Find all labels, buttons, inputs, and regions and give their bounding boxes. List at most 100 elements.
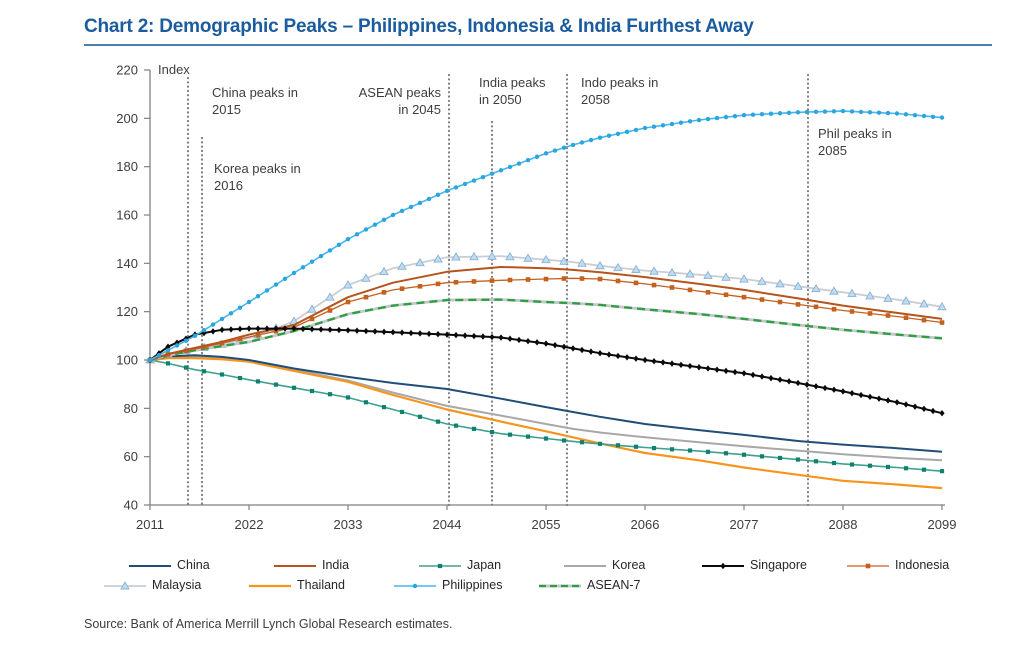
marker xyxy=(588,137,594,143)
marker xyxy=(757,276,767,285)
marker xyxy=(642,125,648,131)
marker xyxy=(939,409,945,417)
marker xyxy=(381,217,387,223)
x-tick-label-2077: 2077 xyxy=(730,517,759,532)
marker xyxy=(453,331,459,339)
marker xyxy=(847,288,857,297)
marker xyxy=(561,276,567,281)
marker xyxy=(343,280,353,289)
marker xyxy=(561,145,567,150)
marker xyxy=(831,386,837,393)
marker xyxy=(705,290,711,295)
marker xyxy=(714,115,720,121)
marker xyxy=(426,330,432,338)
marker xyxy=(865,291,875,300)
marker xyxy=(903,401,909,408)
series-line-Malaysia xyxy=(149,255,943,361)
marker xyxy=(930,114,936,119)
marker xyxy=(858,109,864,115)
marker xyxy=(399,409,405,415)
marker xyxy=(291,270,297,276)
y-tick-label: 100 xyxy=(116,353,138,368)
marker xyxy=(381,328,387,336)
marker xyxy=(273,382,279,387)
marker xyxy=(750,371,756,379)
marker xyxy=(192,333,198,339)
marker xyxy=(687,287,693,293)
marker xyxy=(525,434,531,439)
marker xyxy=(201,344,207,350)
marker xyxy=(741,370,747,377)
marker xyxy=(597,350,603,357)
marker xyxy=(721,272,731,281)
legend-label-Japan: Japan xyxy=(467,558,502,572)
marker xyxy=(768,111,774,116)
marker xyxy=(631,264,641,274)
marker xyxy=(336,242,342,248)
marker xyxy=(813,304,819,310)
marker xyxy=(831,306,837,312)
marker xyxy=(345,327,351,334)
marker xyxy=(451,252,461,261)
marker xyxy=(849,390,855,397)
marker xyxy=(453,279,459,285)
marker xyxy=(156,352,162,358)
marker xyxy=(147,357,153,363)
marker xyxy=(795,379,801,387)
legend-item-Singapore: Singapore xyxy=(700,557,807,573)
marker xyxy=(273,282,279,287)
legend-item-India: India xyxy=(272,557,349,573)
marker xyxy=(255,325,261,332)
marker xyxy=(849,309,855,314)
marker xyxy=(237,336,243,342)
marker xyxy=(399,208,405,214)
marker xyxy=(829,286,839,295)
marker xyxy=(705,116,711,122)
marker xyxy=(606,351,612,358)
marker xyxy=(811,283,821,293)
marker xyxy=(606,133,612,138)
marker xyxy=(435,331,441,338)
marker xyxy=(525,157,531,163)
x-tick-label-2011: 2011 xyxy=(136,517,164,532)
marker xyxy=(390,329,396,336)
marker xyxy=(651,282,657,288)
annotation-2045: ASEAN peaks in 2045 xyxy=(358,85,441,117)
marker xyxy=(768,374,774,382)
marker xyxy=(696,364,702,371)
marker xyxy=(624,354,630,361)
marker xyxy=(777,299,783,305)
marker xyxy=(615,352,621,360)
series-line-China xyxy=(149,354,943,453)
marker xyxy=(379,266,389,275)
marker xyxy=(883,293,893,302)
marker xyxy=(876,110,882,115)
marker xyxy=(246,325,252,332)
marker xyxy=(750,112,756,117)
marker xyxy=(732,368,738,376)
marker xyxy=(489,171,495,176)
marker xyxy=(498,168,504,173)
marker xyxy=(813,459,819,464)
marker xyxy=(795,302,801,307)
marker xyxy=(678,120,684,125)
annotation-2015: China peaks in 2015 xyxy=(212,85,298,117)
marker xyxy=(507,277,513,283)
marker xyxy=(435,192,441,198)
marker xyxy=(273,325,279,332)
marker xyxy=(559,256,569,265)
legend-swatch-China xyxy=(129,565,171,567)
marker xyxy=(705,449,711,454)
marker xyxy=(921,113,927,119)
marker xyxy=(793,281,803,290)
legend-item-Thailand: Thailand xyxy=(247,577,345,593)
marker xyxy=(525,337,531,345)
marker xyxy=(480,174,486,180)
marker xyxy=(363,327,369,335)
marker xyxy=(534,339,540,346)
marker xyxy=(219,372,225,377)
marker xyxy=(309,259,315,264)
marker xyxy=(417,200,423,206)
marker xyxy=(219,316,225,322)
marker xyxy=(732,113,738,119)
